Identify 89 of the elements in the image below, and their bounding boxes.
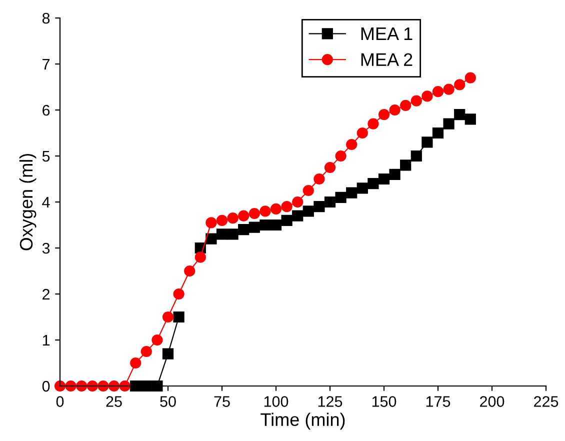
y-axis-title: Oxygen (ml)	[19, 154, 36, 250]
point	[368, 118, 379, 130]
point	[292, 210, 304, 222]
point	[248, 222, 260, 233]
point	[410, 150, 422, 162]
point	[302, 184, 314, 196]
point	[378, 109, 390, 120]
point	[335, 192, 346, 203]
point	[432, 86, 444, 98]
y-tick-label: 0	[42, 380, 50, 392]
point	[206, 233, 217, 244]
point	[227, 212, 238, 224]
point	[130, 380, 142, 392]
point	[248, 208, 260, 220]
point	[152, 380, 163, 392]
y-tick-label: 5	[42, 151, 50, 162]
point	[140, 346, 152, 358]
point	[314, 173, 325, 185]
y-tick-label: 6	[42, 104, 50, 116]
x-tick-label: 75	[214, 396, 230, 407]
point	[119, 380, 130, 392]
point	[260, 219, 271, 231]
point	[54, 380, 66, 392]
point	[422, 136, 433, 148]
y-tick-label: 7	[42, 59, 50, 70]
x-tick-label: 50	[160, 396, 176, 407]
point	[292, 196, 304, 208]
point	[302, 206, 314, 217]
point	[281, 201, 292, 212]
point	[227, 228, 238, 240]
point	[281, 214, 292, 226]
point	[324, 162, 336, 174]
point	[238, 224, 250, 236]
point	[454, 79, 466, 90]
x-tick-label: 200	[480, 396, 504, 407]
point	[389, 104, 400, 116]
point	[76, 380, 88, 392]
point	[98, 380, 109, 392]
point	[410, 95, 422, 106]
point	[108, 380, 120, 392]
point	[356, 182, 368, 194]
point	[194, 252, 206, 263]
point	[422, 90, 433, 102]
y-tick-label: 1	[42, 335, 50, 346]
point	[368, 178, 379, 190]
point	[356, 127, 368, 139]
point	[184, 265, 196, 277]
point	[432, 127, 444, 139]
point	[400, 160, 412, 171]
point	[400, 100, 412, 111]
legend-label: MEA 2	[361, 53, 412, 66]
point	[173, 288, 184, 300]
point	[335, 150, 346, 162]
point	[206, 217, 217, 228]
x-tick-label: 125	[318, 396, 342, 407]
point	[152, 334, 163, 346]
point	[389, 168, 400, 180]
legend-label: MEA 1	[361, 28, 412, 40]
point	[454, 109, 466, 120]
x-tick-label: 25	[106, 396, 122, 407]
point	[162, 311, 174, 323]
point	[324, 196, 336, 208]
point	[346, 138, 358, 150]
point	[216, 214, 228, 226]
point	[216, 228, 228, 240]
x-tick-label: 100	[264, 396, 288, 407]
x-axis-title: Time (min)	[260, 412, 345, 430]
point	[162, 348, 174, 360]
y-tick-label: 4	[42, 197, 50, 208]
point	[173, 311, 184, 323]
point	[443, 118, 454, 130]
x-tick-label: 175	[426, 396, 450, 407]
point	[260, 206, 271, 217]
point	[464, 114, 476, 125]
point	[270, 219, 282, 231]
y-tick-label: 2	[42, 288, 50, 300]
x-tick-label: 150	[372, 396, 396, 407]
point	[464, 72, 476, 84]
x-tick-label: 225	[534, 396, 558, 407]
point	[238, 210, 250, 222]
point	[346, 187, 358, 198]
point	[130, 357, 142, 369]
point	[378, 173, 390, 185]
x-tick-label: 0	[56, 396, 64, 407]
point	[314, 201, 325, 212]
point	[443, 84, 454, 95]
y-tick-label: 8	[42, 12, 50, 24]
point	[270, 203, 282, 214]
y-tick-label: 3	[42, 242, 50, 254]
